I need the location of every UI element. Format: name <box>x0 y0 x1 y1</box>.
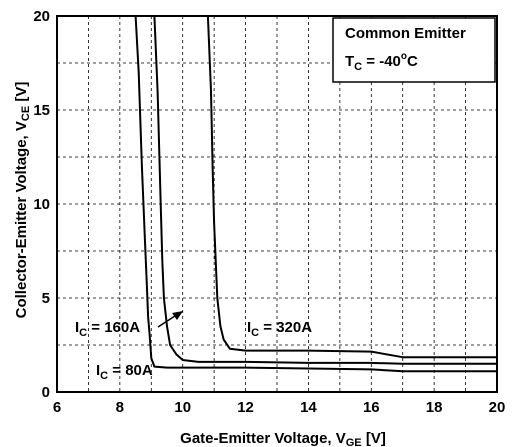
label-ic-80a: IC = 80A <box>96 362 153 382</box>
label-ic-160a-arrowhead <box>172 311 183 320</box>
x-tick-label: 18 <box>426 399 443 416</box>
series-line-2 <box>206 15 497 359</box>
x-tick-label: 20 <box>489 399 506 416</box>
plot-frame <box>56 15 498 393</box>
label-ic-320a: IC = 320A <box>247 319 312 339</box>
y-tick-label: 15 <box>33 102 50 119</box>
series-line-0 <box>134 15 497 373</box>
label-ic-160a: IC = 160A <box>75 319 140 339</box>
x-tick-label: 14 <box>300 399 317 416</box>
y-tick-labels: 0 5 10 15 20 <box>33 8 50 401</box>
x-tick-label: 10 <box>174 399 191 416</box>
y-tick-label: 0 <box>42 384 50 401</box>
y-axis-title: Collector-Emitter Voltage, VCE [V] <box>13 82 32 319</box>
x-tick-labels: 6 8 10 12 14 16 18 20 <box>53 399 506 416</box>
y-tick-label: 5 <box>42 290 50 307</box>
x-tick-label: 8 <box>116 399 124 416</box>
x-tick-label: 16 <box>363 399 380 416</box>
y-tick-label: 20 <box>33 8 50 25</box>
series-line-1 <box>153 15 497 365</box>
legend-line-2: TC = -40oC <box>345 51 418 73</box>
legend-frame <box>332 17 496 83</box>
x-axis-title: Gate-Emitter Voltage, VGE [V] <box>180 430 386 447</box>
y-tick-label: 10 <box>33 196 50 213</box>
x-tick-label: 12 <box>237 399 254 416</box>
legend-line-1: Common Emitter <box>345 25 466 42</box>
x-tick-label: 6 <box>53 399 61 416</box>
legend-box: Common Emitter TC = -40oC <box>332 17 496 83</box>
curves <box>134 15 497 373</box>
